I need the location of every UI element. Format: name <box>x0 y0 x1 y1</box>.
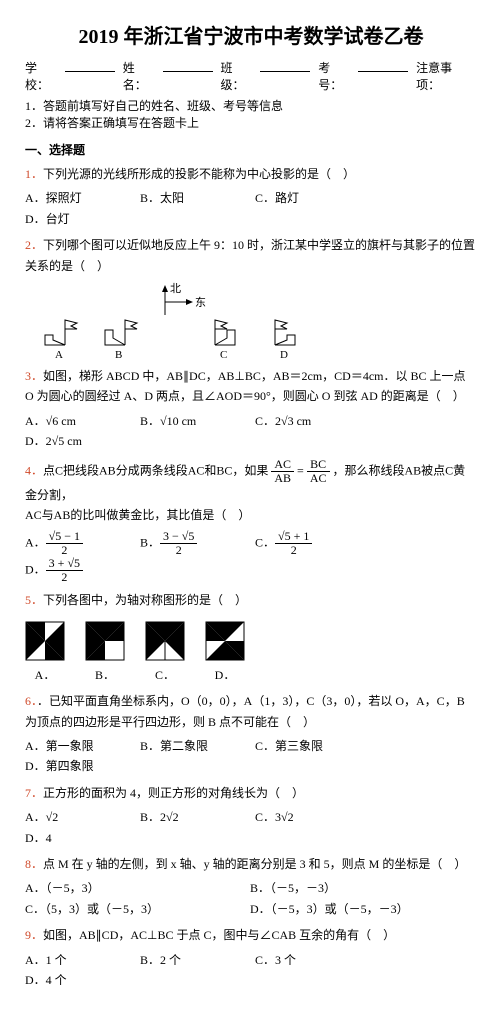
q6-choice-c: C．第三象限 <box>255 736 365 756</box>
q4-choice-d: D．3 + √52 <box>25 557 135 584</box>
section-1-title: 一、选择题 <box>25 141 477 158</box>
q5-option-b: B． <box>85 617 125 685</box>
q6-choice-b: B．第二象限 <box>140 736 250 756</box>
exam-title: 2019 年浙江省宁波市中考数学试卷乙卷 <box>25 20 477 49</box>
q5-option-c: C． <box>145 617 185 685</box>
svg-text:B: B <box>115 349 122 360</box>
header-row: 学校： 姓名： 班级： 考号： 注意事项： <box>25 59 477 93</box>
q2-text: 下列哪个图可以近似地反应上午 9：10 时，浙江某中学竖立的旗杆与其影子的位置关… <box>25 238 475 272</box>
q5-option-a: A． <box>25 617 65 685</box>
q5-text: 下列各图中，为轴对称图形的是（ ） <box>43 593 247 607</box>
q4-choice-c: C．√5 + 12 <box>255 530 365 557</box>
q8-text: 点 M 在 y 轴的左侧，到 x 轴、y 轴的距离分别是 3 和 5，则点 M … <box>43 857 466 871</box>
q3-choice-c: C．2√3 cm <box>255 411 365 431</box>
east-label: 东 <box>195 296 206 309</box>
flag-a: A <box>45 320 77 360</box>
q2-figure: 北 东 A B C D <box>25 280 305 360</box>
q6-text: ．已知平面直角坐标系内，O（0，0），A（1，3），C（3，0），若以 O，A，… <box>25 694 465 728</box>
name-label: 姓名： <box>123 59 155 93</box>
q7-text: 正方形的面积为 4，则正方形的对角线长为（ ） <box>43 786 304 800</box>
class-blank <box>260 59 310 72</box>
qnum-9: 9． <box>25 928 43 942</box>
q1-choice-a: A．探照灯 <box>25 188 135 208</box>
north-label: 北 <box>170 282 181 295</box>
instruction-1: 1．答题前填写好自己的姓名、班级、考号等信息 <box>25 97 477 114</box>
svg-text:D: D <box>280 349 288 360</box>
question-2: 2．下列哪个图可以近似地反应上午 9：10 时，浙江某中学竖立的旗杆与其影子的位… <box>25 235 477 360</box>
qnum-1: 1． <box>25 167 43 181</box>
qnum-4: 4． <box>25 463 43 477</box>
q6-choice-a: A．第一象限 <box>25 736 135 756</box>
flag-d: D <box>275 320 295 360</box>
q7-choice-d: D．4 <box>25 828 135 848</box>
q4-text3: AC与AB的比叫做黄金比，其比值是（ ） <box>25 505 477 525</box>
question-1: 1．下列光源的光线所形成的投影不能称为中心投影的是（ ） A．探照灯 B．太阳 … <box>25 164 477 229</box>
q9-choice-c: C．3 个 <box>255 950 365 970</box>
q4-frac2: BCAC <box>307 458 330 485</box>
q8-choice-a: A．（－5，3） <box>25 878 245 898</box>
question-4: 4．点C把线段AB分成两条线段AC和BC，如果 ACAB = BCAC ，那么称… <box>25 458 477 585</box>
question-7: 7．正方形的面积为 4，则正方形的对角线长为（ ） A．√2 B．2√2 C．3… <box>25 783 477 848</box>
question-3: 3．如图，梯形 ABCD 中，AB∥DC，AB⊥BC，AB＝2cm，CD＝4cm… <box>25 366 477 452</box>
q7-choice-b: B．2√2 <box>140 807 250 827</box>
q9-choice-b: B．2 个 <box>140 950 250 970</box>
q3-choice-b: B．√10 cm <box>140 411 250 431</box>
question-9: 9．如图，AB∥CD，AC⊥BC 于点 C，图中与∠CAB 互余的角有（ ） A… <box>25 925 477 990</box>
q5-option-d: D． <box>205 617 245 685</box>
q9-text: 如图，AB∥CD，AC⊥BC 于点 C，图中与∠CAB 互余的角有（ ） <box>43 928 395 942</box>
question-8: 8．点 M 在 y 轴的左侧，到 x 轴、y 轴的距离分别是 3 和 5，则点 … <box>25 854 477 919</box>
qnum-8: 8． <box>25 857 43 871</box>
svg-text:C: C <box>220 349 227 360</box>
qnum-6: 6． <box>25 694 37 708</box>
school-blank <box>65 59 115 72</box>
q1-choice-b: B．太阳 <box>140 188 250 208</box>
examno-blank <box>358 59 408 72</box>
q9-choice-d: D．4 个 <box>25 970 135 990</box>
q9-choice-a: A．1 个 <box>25 950 135 970</box>
notice-label: 注意事项： <box>416 59 469 93</box>
question-6: 6．．已知平面直角坐标系内，O（0，0），A（1，3），C（3，0），若以 O，… <box>25 691 477 777</box>
q7-choice-c: C．3√2 <box>255 807 365 827</box>
q3-choice-a: A．√6 cm <box>25 411 135 431</box>
class-label: 班级： <box>221 59 253 93</box>
q8-choice-d: D．（－5，3）或（－5，－3） <box>250 899 409 919</box>
qnum-3: 3． <box>25 369 43 383</box>
q1-choice-d: D．台灯 <box>25 209 135 229</box>
flag-b: B <box>105 320 137 360</box>
q3-choice-d: D．2√5 cm <box>25 431 135 451</box>
q4-choice-b: B．3 − √52 <box>140 530 250 557</box>
qnum-2: 2． <box>25 238 43 252</box>
qnum-5: 5． <box>25 593 43 607</box>
q8-choice-c: C．（5，3）或（－5，3） <box>25 899 245 919</box>
svg-text:A: A <box>55 349 63 360</box>
name-blank <box>163 59 213 72</box>
q4-text1: 点C把线段AB分成两条线段AC和BC，如果 <box>43 463 268 477</box>
q4-choice-a: A．√5 − 12 <box>25 530 135 557</box>
instruction-2: 2．请将答案正确填写在答题卡上 <box>25 114 477 131</box>
q1-text: 下列光源的光线所形成的投影不能称为中心投影的是（ ） <box>43 167 355 181</box>
qnum-7: 7． <box>25 786 43 800</box>
q3-text: 如图，梯形 ABCD 中，AB∥DC，AB⊥BC，AB＝2cm，CD＝4cm．以… <box>25 369 466 403</box>
question-5: 5．下列各图中，为轴对称图形的是（ ） A． B． C． <box>25 590 477 685</box>
flag-c: C <box>215 320 235 360</box>
q8-choice-b: B．（－5，－3） <box>250 878 360 898</box>
q7-choice-a: A．√2 <box>25 807 135 827</box>
q1-choice-c: C．路灯 <box>255 188 365 208</box>
examno-label: 考号： <box>318 59 350 93</box>
school-label: 学校： <box>25 59 57 93</box>
q4-frac1: ACAB <box>271 458 294 485</box>
q6-choice-d: D．第四象限 <box>25 756 135 776</box>
